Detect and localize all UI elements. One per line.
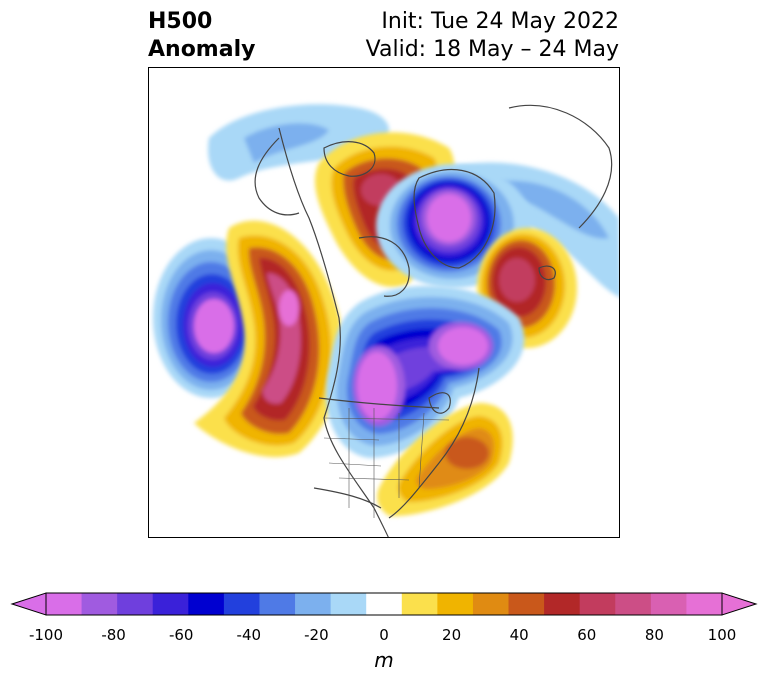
colorbar-tick: -60 [168, 626, 194, 644]
anomaly-map [148, 67, 620, 538]
colorbar-outline [45, 592, 723, 616]
colorbar-segment [650, 593, 687, 615]
central-trough-anomaly [325, 285, 525, 458]
colorbar-segment [615, 593, 652, 615]
colorbar-tick: 100 [707, 626, 737, 644]
title-anomaly: Anomaly [148, 37, 256, 62]
map-subtitle: Init: Tue 24 May 2022 Valid: 18 May – 24… [366, 8, 619, 64]
colorbar-tick: 0 [379, 626, 389, 644]
east-coast [388, 367, 480, 519]
map-boundaries [254, 104, 613, 537]
colorbar-unit-label: m [374, 648, 394, 672]
colorbar-segment [46, 593, 83, 615]
colorbar-segment [366, 593, 403, 615]
europe-outline [508, 104, 613, 229]
title-variable: H500 [148, 9, 213, 34]
colorbar-segment [117, 593, 154, 615]
colorbar-segment [401, 593, 438, 615]
colorbar-tick: -40 [236, 626, 262, 644]
arctic-islands [323, 141, 376, 177]
colorbar-tick: 20 [442, 626, 462, 644]
colorbar-tick: 60 [577, 626, 597, 644]
greenland-outline [413, 169, 496, 269]
baffin-low-anomaly [376, 164, 532, 288]
west-coast-ridge-anomaly [194, 220, 344, 458]
colorbar-min-extend [10, 592, 47, 616]
colorbar-segment [330, 593, 367, 615]
alaska-coast [254, 137, 300, 216]
iceland-outline [538, 265, 556, 281]
great-lakes-outline [428, 392, 451, 414]
colorbar-segment [188, 593, 225, 615]
colorbar-segment [295, 593, 332, 615]
colorbar-segment [544, 593, 581, 615]
colorbar-segments [46, 593, 723, 615]
valid-range-label: Valid: 18 May – 24 May [365, 37, 619, 62]
colorbar-segment [437, 593, 474, 615]
init-time-label: Init: Tue 24 May 2022 [381, 9, 619, 34]
colorbar-tick: 40 [509, 626, 529, 644]
colorbar-segment [508, 593, 545, 615]
us-canada-border [318, 397, 440, 409]
colorbar-max-extend [721, 592, 758, 616]
colorbar-segment [81, 593, 118, 615]
colorbar-tick: 80 [644, 626, 664, 644]
colorbar-tick: -100 [28, 626, 64, 644]
colorbar-segment [152, 593, 189, 615]
state-lines [323, 408, 450, 518]
colorbar-segment [259, 593, 296, 615]
map-title: H500 Anomaly [148, 8, 255, 64]
colorbar-segment [223, 593, 260, 615]
colorbar [10, 592, 758, 616]
hudson-bay-coast [358, 236, 410, 297]
map-svg [153, 104, 619, 537]
colorbar-segment [686, 593, 723, 615]
colorbar-segment [472, 593, 510, 615]
colorbar-tick: -20 [304, 626, 329, 644]
colorbar-segment [579, 593, 616, 615]
us-mexico-border [313, 487, 382, 509]
colorbar-tick: -80 [101, 626, 126, 644]
